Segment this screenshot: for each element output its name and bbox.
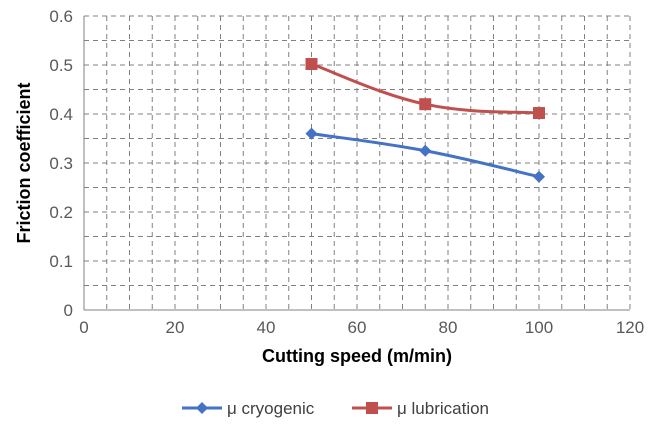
y-tick-label: 0.1 — [49, 252, 73, 271]
legend-label: μ lubrication — [397, 399, 489, 418]
legend-item: μ cryogenic — [182, 399, 315, 418]
x-tick-label: 0 — [79, 318, 88, 337]
legend-marker — [366, 402, 378, 414]
data-point-marker — [419, 144, 432, 157]
y-tick-label: 0.2 — [49, 203, 73, 222]
y-axis-title: Friction coefficient — [14, 82, 34, 243]
y-tick-labels: 0 0.1 0.2 0.3 0.4 0.5 0.6 — [49, 7, 73, 320]
series-lubrication — [305, 58, 545, 120]
grid — [84, 15, 631, 310]
x-axis-title: Cutting speed (m/min) — [262, 346, 452, 366]
data-point-marker — [533, 107, 545, 120]
y-tick-label: 0.5 — [49, 56, 73, 75]
x-tick-label: 80 — [439, 318, 458, 337]
x-tick-label: 20 — [166, 318, 185, 337]
series-group — [305, 58, 545, 183]
legend-item: μ lubrication — [352, 399, 489, 418]
series-cryogenic — [305, 127, 545, 183]
legend: μ cryogenic μ lubrication — [182, 399, 489, 418]
x-tick-label: 100 — [525, 318, 553, 337]
data-point-marker — [533, 170, 545, 183]
legend-marker — [196, 402, 208, 414]
y-tick-label: 0.6 — [49, 7, 73, 26]
data-point-marker — [419, 98, 432, 111]
legend-label: μ cryogenic — [227, 399, 315, 418]
data-point-marker — [305, 127, 318, 140]
axes — [83, 16, 630, 311]
y-tick-label: 0.4 — [49, 105, 73, 124]
x-tick-labels: 0 20 40 60 80 100 120 — [79, 318, 644, 337]
data-point-marker — [305, 58, 318, 71]
x-tick-label: 40 — [257, 318, 276, 337]
x-tick-label: 60 — [348, 318, 367, 337]
y-tick-label: 0 — [64, 301, 73, 320]
x-tick-label: 120 — [616, 318, 644, 337]
y-tick-label: 0.3 — [49, 154, 73, 173]
